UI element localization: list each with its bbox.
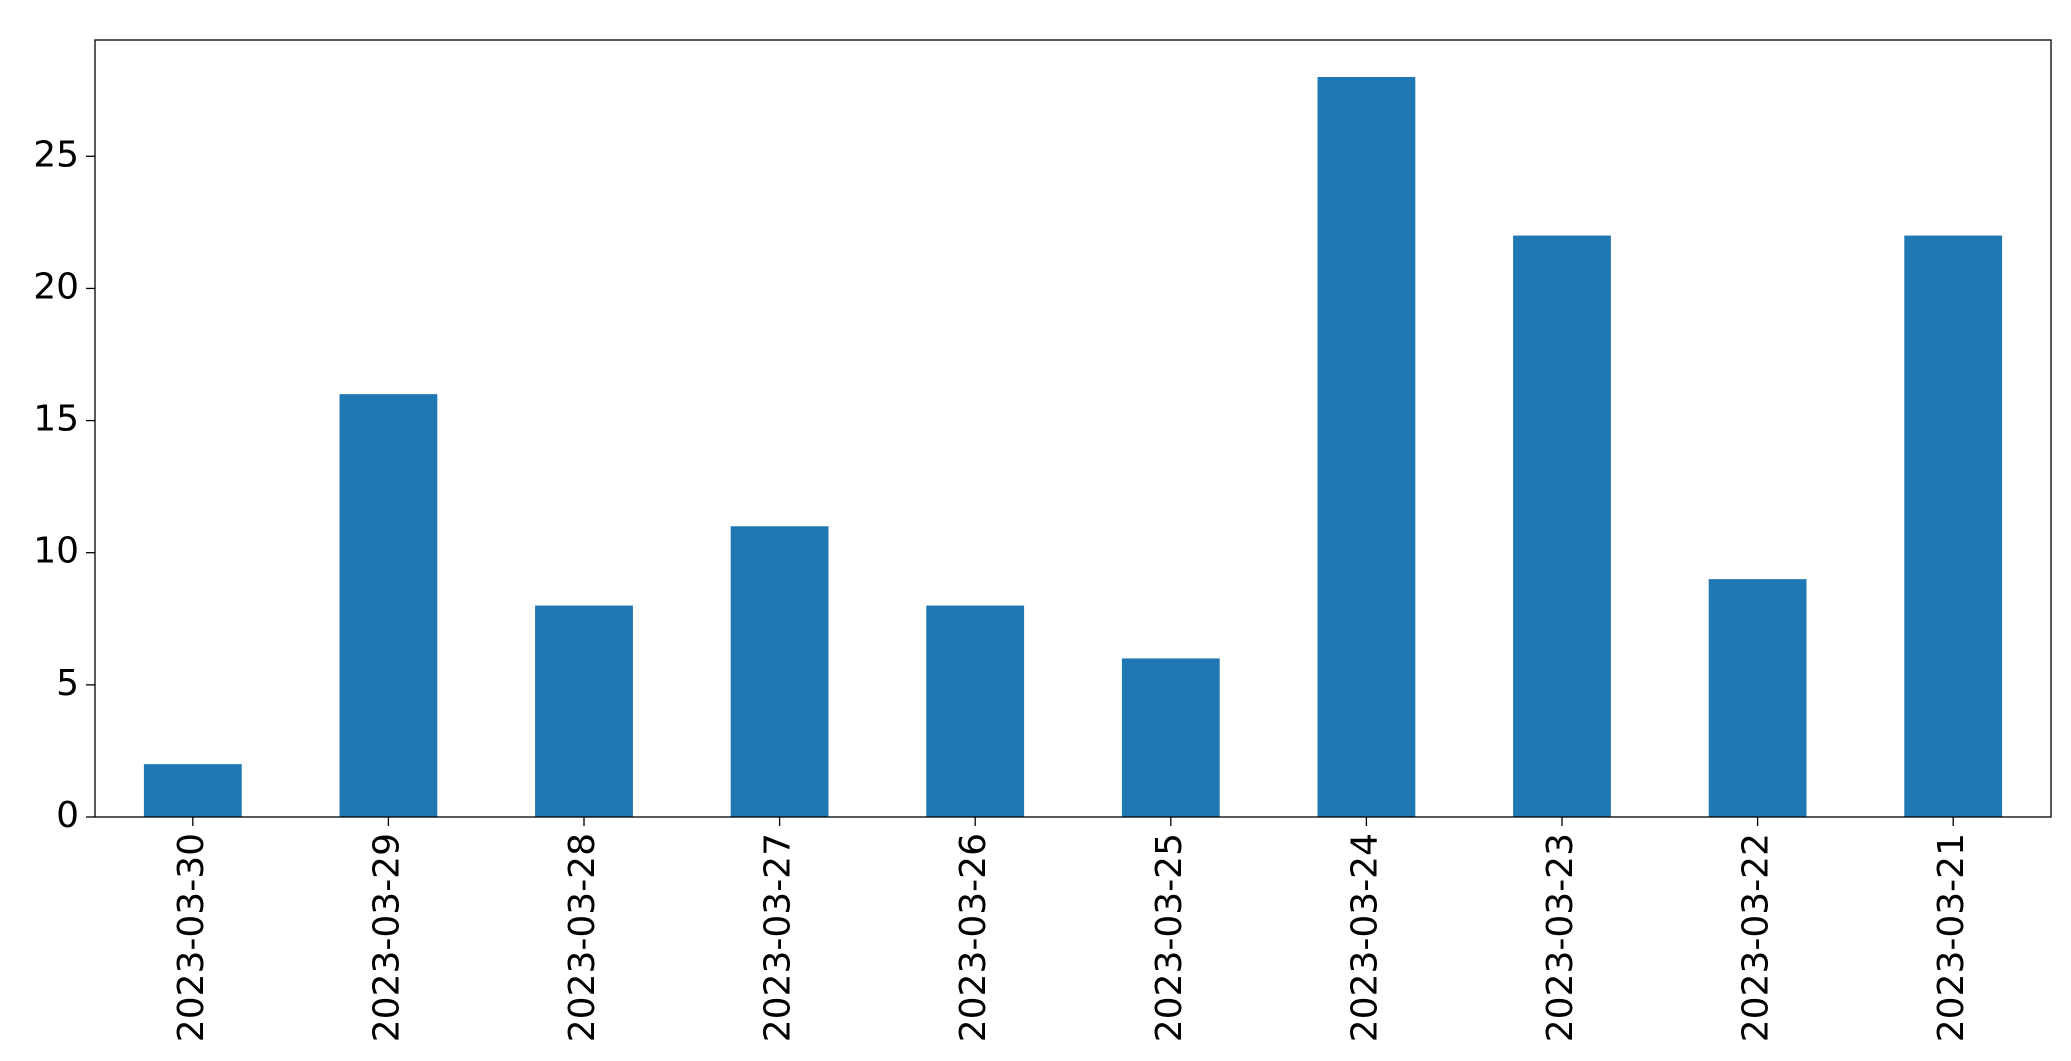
y-tick-label: 5 xyxy=(56,663,79,704)
y-tick-label: 20 xyxy=(33,266,79,307)
bar xyxy=(1708,579,1807,817)
y-tick-label: 25 xyxy=(33,134,79,175)
x-tick-label: 2023-03-26 xyxy=(953,833,994,1042)
bar xyxy=(926,605,1025,817)
y-tick-label: 10 xyxy=(33,531,79,572)
bar xyxy=(730,526,829,817)
bar xyxy=(1513,235,1611,818)
y-tick-label: 0 xyxy=(56,795,79,836)
bar xyxy=(143,764,242,817)
plot-frame xyxy=(94,39,2052,818)
x-tick-label: 2023-03-27 xyxy=(758,833,799,1042)
bar xyxy=(535,605,633,817)
y-tick-label: 15 xyxy=(33,399,79,440)
x-tick-label: 2023-03-23 xyxy=(1540,833,1581,1042)
bar xyxy=(339,394,438,817)
x-tick-label: 2023-03-25 xyxy=(1149,833,1190,1042)
bar xyxy=(1121,658,1220,817)
x-tick-label: 2023-03-30 xyxy=(171,833,212,1042)
bar xyxy=(1317,77,1416,817)
bar xyxy=(1904,235,2003,818)
x-tick-label: 2023-03-22 xyxy=(1736,833,1777,1042)
x-tick-label: 2023-03-28 xyxy=(562,833,603,1042)
x-tick-label: 2023-03-29 xyxy=(366,833,407,1042)
x-tick-label: 2023-03-24 xyxy=(1344,833,1385,1042)
x-tick-label: 2023-03-21 xyxy=(1931,833,1972,1042)
